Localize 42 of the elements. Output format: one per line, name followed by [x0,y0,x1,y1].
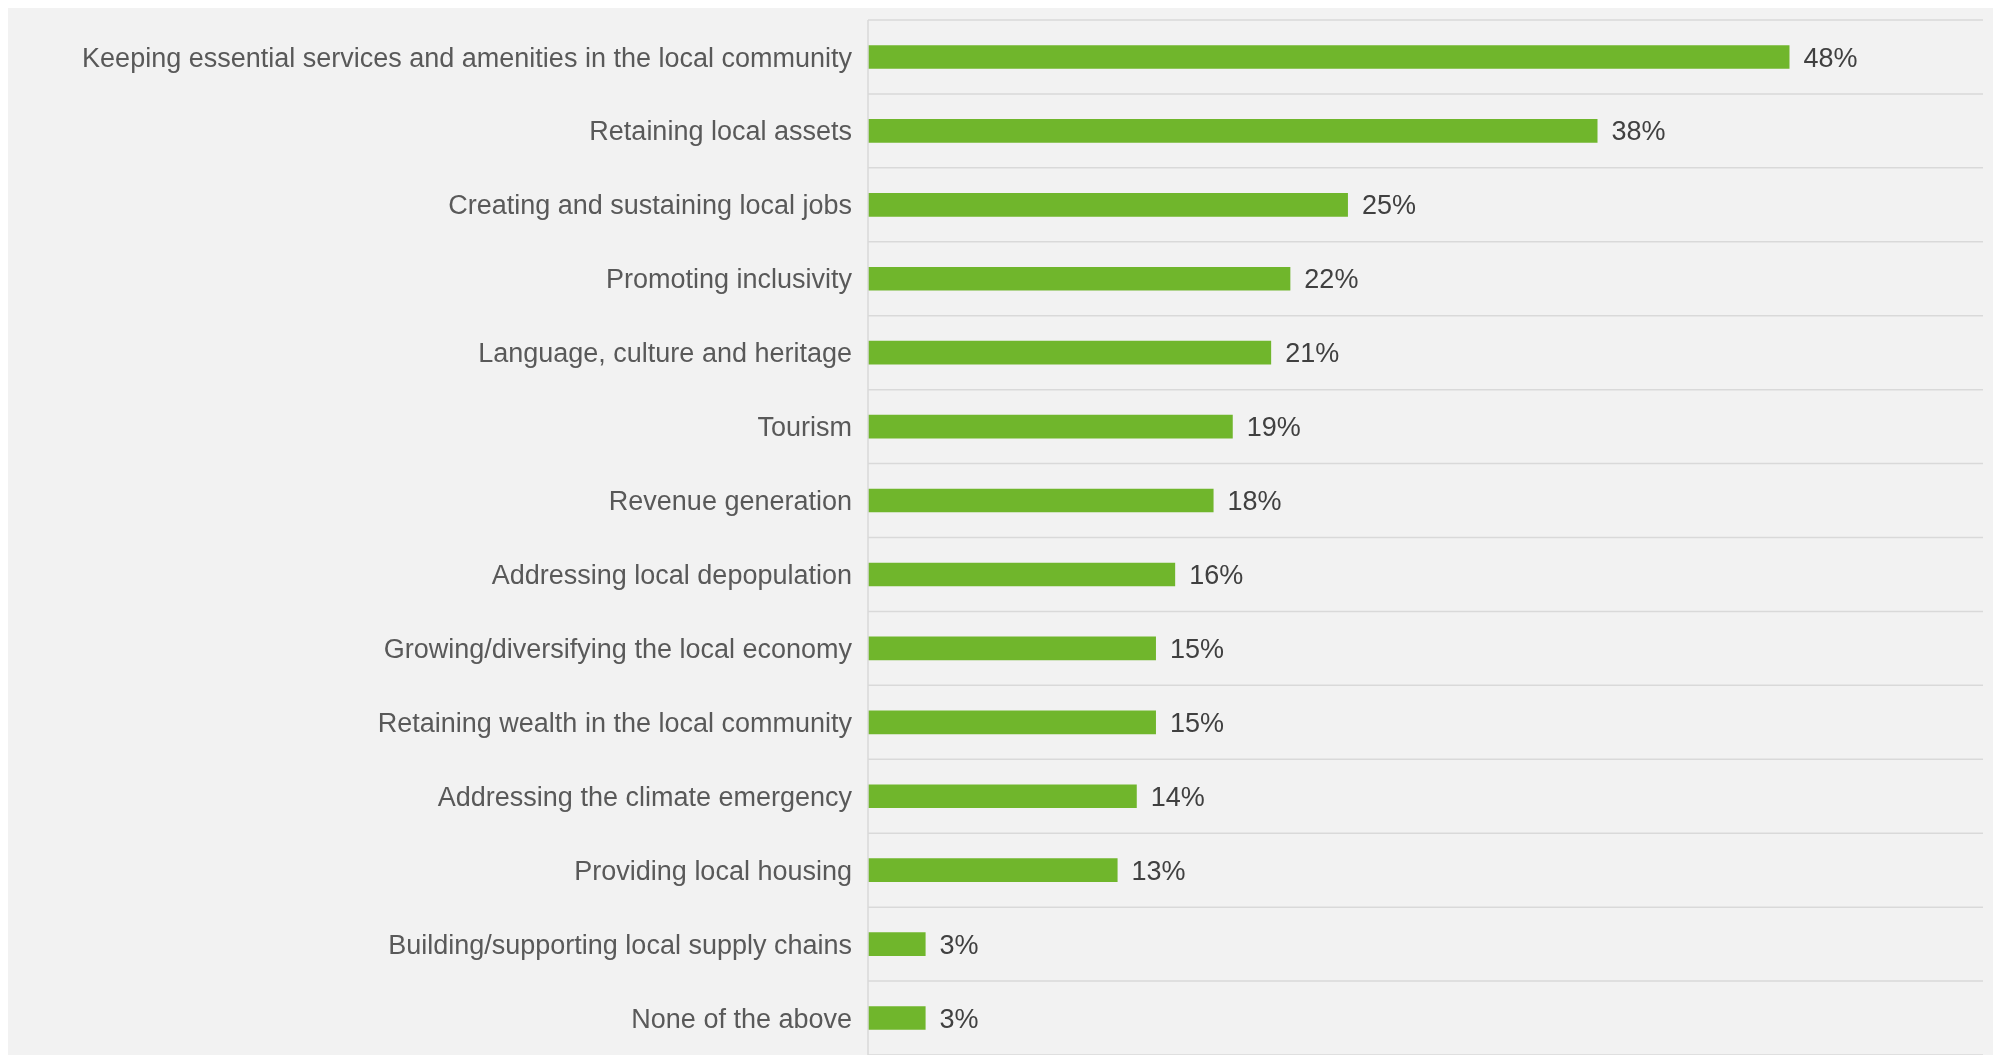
y-tick-label: Tourism [757,412,852,443]
bar [868,340,1272,365]
y-tick-label: Growing/diversifying the local economy [383,633,853,664]
y-tick-label: None of the above [631,1003,852,1034]
y-tick-label: Promoting inclusivity [605,264,853,295]
y-tick-label: Language, culture and heritage [478,338,852,369]
y-tick-label: Retaining wealth in the local community [377,707,853,738]
bar [868,45,1790,69]
data-label: 15% [1169,707,1225,738]
bar [868,414,1233,439]
data-label: 21% [1285,338,1340,369]
y-tick-label: Revenue generation [608,486,852,517]
data-label: 48% [1803,42,1858,73]
y-tick-label: Keeping essential services and amenities in the local community [82,42,853,73]
bar [868,636,1156,661]
data-label: 25% [1361,190,1416,221]
data-label: 3% [939,1003,979,1034]
bar [868,932,926,956]
bar [868,192,1348,217]
bar [868,858,1118,883]
bar [868,488,1214,513]
data-label: 13% [1131,855,1186,886]
y-tick-label: Addressing local depopulation [491,560,852,591]
data-label: 3% [939,929,979,960]
y-tick-label: Providing local housing [574,855,852,886]
y-tick-label: Addressing the climate emergency [437,781,853,812]
bar [868,119,1598,143]
bar [868,266,1291,291]
data-label: 15% [1169,633,1225,664]
data-label: 38% [1611,116,1666,147]
data-label: 18% [1227,486,1282,517]
y-tick-label: Creating and sustaining local jobs [448,190,852,221]
bar [868,1006,926,1030]
y-tick-label: Retaining local assets [589,116,852,147]
y-tick-label: Building/supporting local supply chains [388,929,852,960]
data-label: 19% [1246,412,1301,443]
data-label: 22% [1304,264,1359,295]
bar [868,784,1137,809]
data-label: 16% [1189,560,1244,591]
bar [868,710,1156,735]
bar [868,562,1176,587]
data-label: 14% [1150,781,1205,812]
